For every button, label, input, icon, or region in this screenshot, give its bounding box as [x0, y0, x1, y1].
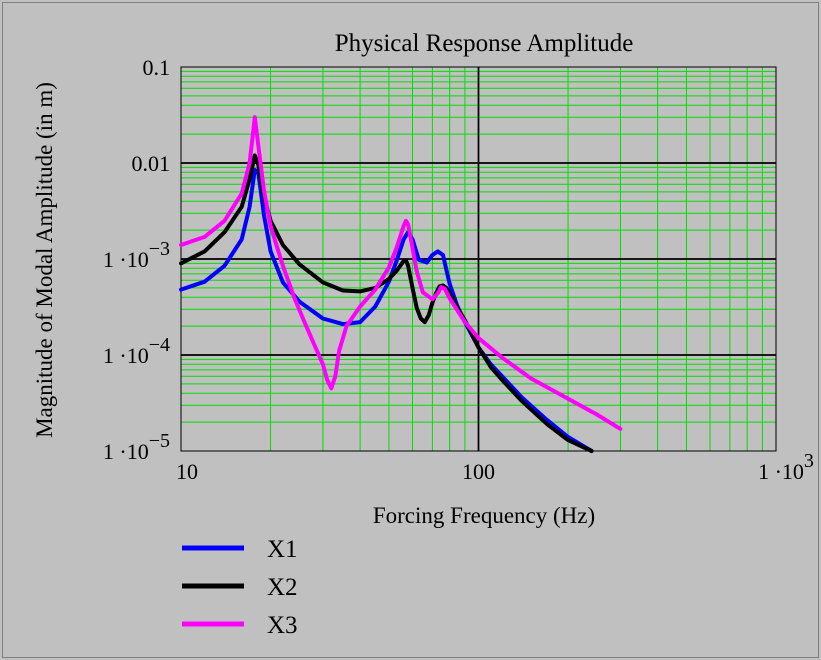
x-axis-label: Forcing Frequency (Hz) [373, 503, 595, 528]
chart-title: Physical Response Amplitude [335, 30, 634, 57]
x-tick-label: 1 ·103 [758, 450, 814, 484]
y-tick-label: 0.01 [132, 151, 171, 176]
series-layer [179, 115, 623, 453]
series-line-x2 [179, 153, 594, 453]
tick-labels: 10 100 1 ·103 0.1 0.01 1 ·10−3 1 ·10−4 1 ·10−5 [103, 55, 814, 484]
x-tick-label: 100 [462, 459, 495, 484]
series-line-x3 [179, 115, 623, 431]
y-tick-label: 1 ·10−3 [103, 238, 170, 272]
y-tick-label: 0.1 [143, 55, 171, 80]
plot-frame [180, 66, 777, 452]
legend-label-x3: X3 [267, 612, 298, 639]
legend-label-x1: X1 [267, 536, 298, 563]
legend: X1 X2 X3 [182, 536, 298, 639]
y-axis-label: Magnitude of Modal Amplitude (in m) [32, 82, 57, 438]
x-tick-label: 10 [176, 459, 198, 484]
legend-label-x2: X2 [267, 574, 298, 601]
y-tick-label: 1 ·10−4 [103, 334, 170, 368]
y-tick-label: 1 ·10−5 [103, 430, 170, 464]
